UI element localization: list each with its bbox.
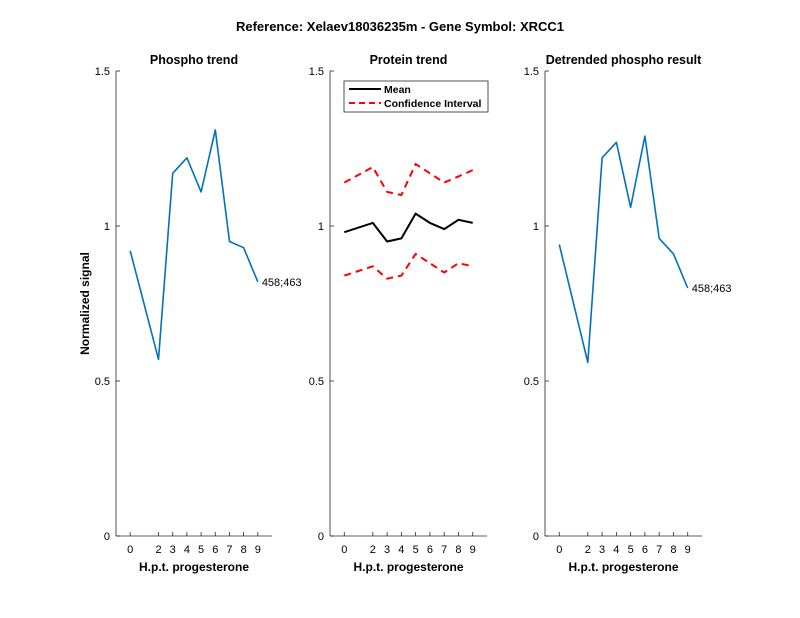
x-tick-label: 6 <box>642 544 648 556</box>
x-axis-label: H.p.t. progesterone <box>139 560 249 574</box>
phospho-trend-panel: 0 0.5 1 1.5 0 2 3 4 5 6 7 8 9 Phospho trend H.p.t. pro… <box>78 53 302 574</box>
confidence-interval-line <box>343 163 474 196</box>
y-tick-label: 0.5 <box>95 376 110 388</box>
x-tick-label: 6 <box>427 544 433 556</box>
y-tick-label: 0.5 <box>524 376 539 388</box>
y-tick-label: 0 <box>104 531 110 543</box>
x-tick-label: 0 <box>127 544 133 556</box>
y-tick-label: 1 <box>533 221 539 233</box>
mean-line <box>343 212 473 243</box>
protein-trend-legend: Mean Confidence Interval <box>343 80 489 113</box>
x-tick-label: 2 <box>370 544 376 556</box>
x-tick-label: 2 <box>585 544 591 556</box>
y-tick-label: 1 <box>104 221 110 233</box>
x-tick-label: 0 <box>341 544 347 556</box>
legend-mean-label: Mean <box>384 84 411 96</box>
y-tick-label: 1.5 <box>524 66 539 78</box>
legend-ci-label: Confidence Interval <box>384 98 482 110</box>
x-tick-label: 2 <box>155 544 161 556</box>
figure-title: Reference: Xelaev18036235m - Gene Symbol… <box>236 19 564 34</box>
series-0-line <box>129 129 259 361</box>
x-tick-label: 8 <box>455 544 461 556</box>
x-tick-label: 8 <box>670 544 676 556</box>
legend-box <box>343 80 489 113</box>
x-tick-label: 3 <box>170 544 176 556</box>
x-tick-label: 9 <box>255 544 261 556</box>
detrended-phospho-panel: 0 0.5 1 1.5 0 2 3 4 5 6 7 8 9 Detrended phospho resul… <box>524 53 732 574</box>
panel-title: Detrended phospho result <box>546 53 702 67</box>
x-tick-label: 6 <box>212 544 218 556</box>
x-tick-label: 5 <box>413 544 419 556</box>
y-axis-label: Normalized signal <box>78 252 92 355</box>
x-tick-label: 5 <box>628 544 634 556</box>
x-tick-label: 7 <box>656 544 662 556</box>
y-tick-label: 1.5 <box>309 66 324 78</box>
series-0-line <box>558 135 689 364</box>
series-end-label: 458;463 <box>262 277 302 289</box>
x-tick-label: 7 <box>226 544 232 556</box>
y-tick-label: 0 <box>318 531 324 543</box>
protein-trend-panel: 0 0.5 1 1.5 0 2 3 4 5 6 7 8 9 Protein trend H.p.t. pro… <box>309 53 487 574</box>
panel-title: Protein trend <box>370 53 448 67</box>
x-axis-label: H.p.t. progesterone <box>353 560 463 574</box>
x-tick-label: 0 <box>556 544 562 556</box>
x-tick-label: 9 <box>685 544 691 556</box>
y-tick-label: 1 <box>318 221 324 233</box>
y-tick-label: 0 <box>533 531 539 543</box>
x-axis-label: H.p.t. progesterone <box>568 560 678 574</box>
y-tick-label: 0.5 <box>309 376 324 388</box>
x-tick-label: 9 <box>470 544 476 556</box>
x-tick-label: 3 <box>599 544 605 556</box>
series-end-label: 458;463 <box>692 283 732 295</box>
series-2-line <box>343 252 473 280</box>
x-tick-label: 7 <box>441 544 447 556</box>
x-tick-label: 4 <box>613 544 619 556</box>
x-tick-label: 5 <box>198 544 204 556</box>
y-tick-label: 1.5 <box>95 66 110 78</box>
x-tick-label: 4 <box>184 544 190 556</box>
panel-title: Phospho trend <box>150 53 238 67</box>
x-tick-label: 4 <box>398 544 404 556</box>
x-tick-label: 3 <box>384 544 390 556</box>
x-tick-label: 8 <box>241 544 247 556</box>
